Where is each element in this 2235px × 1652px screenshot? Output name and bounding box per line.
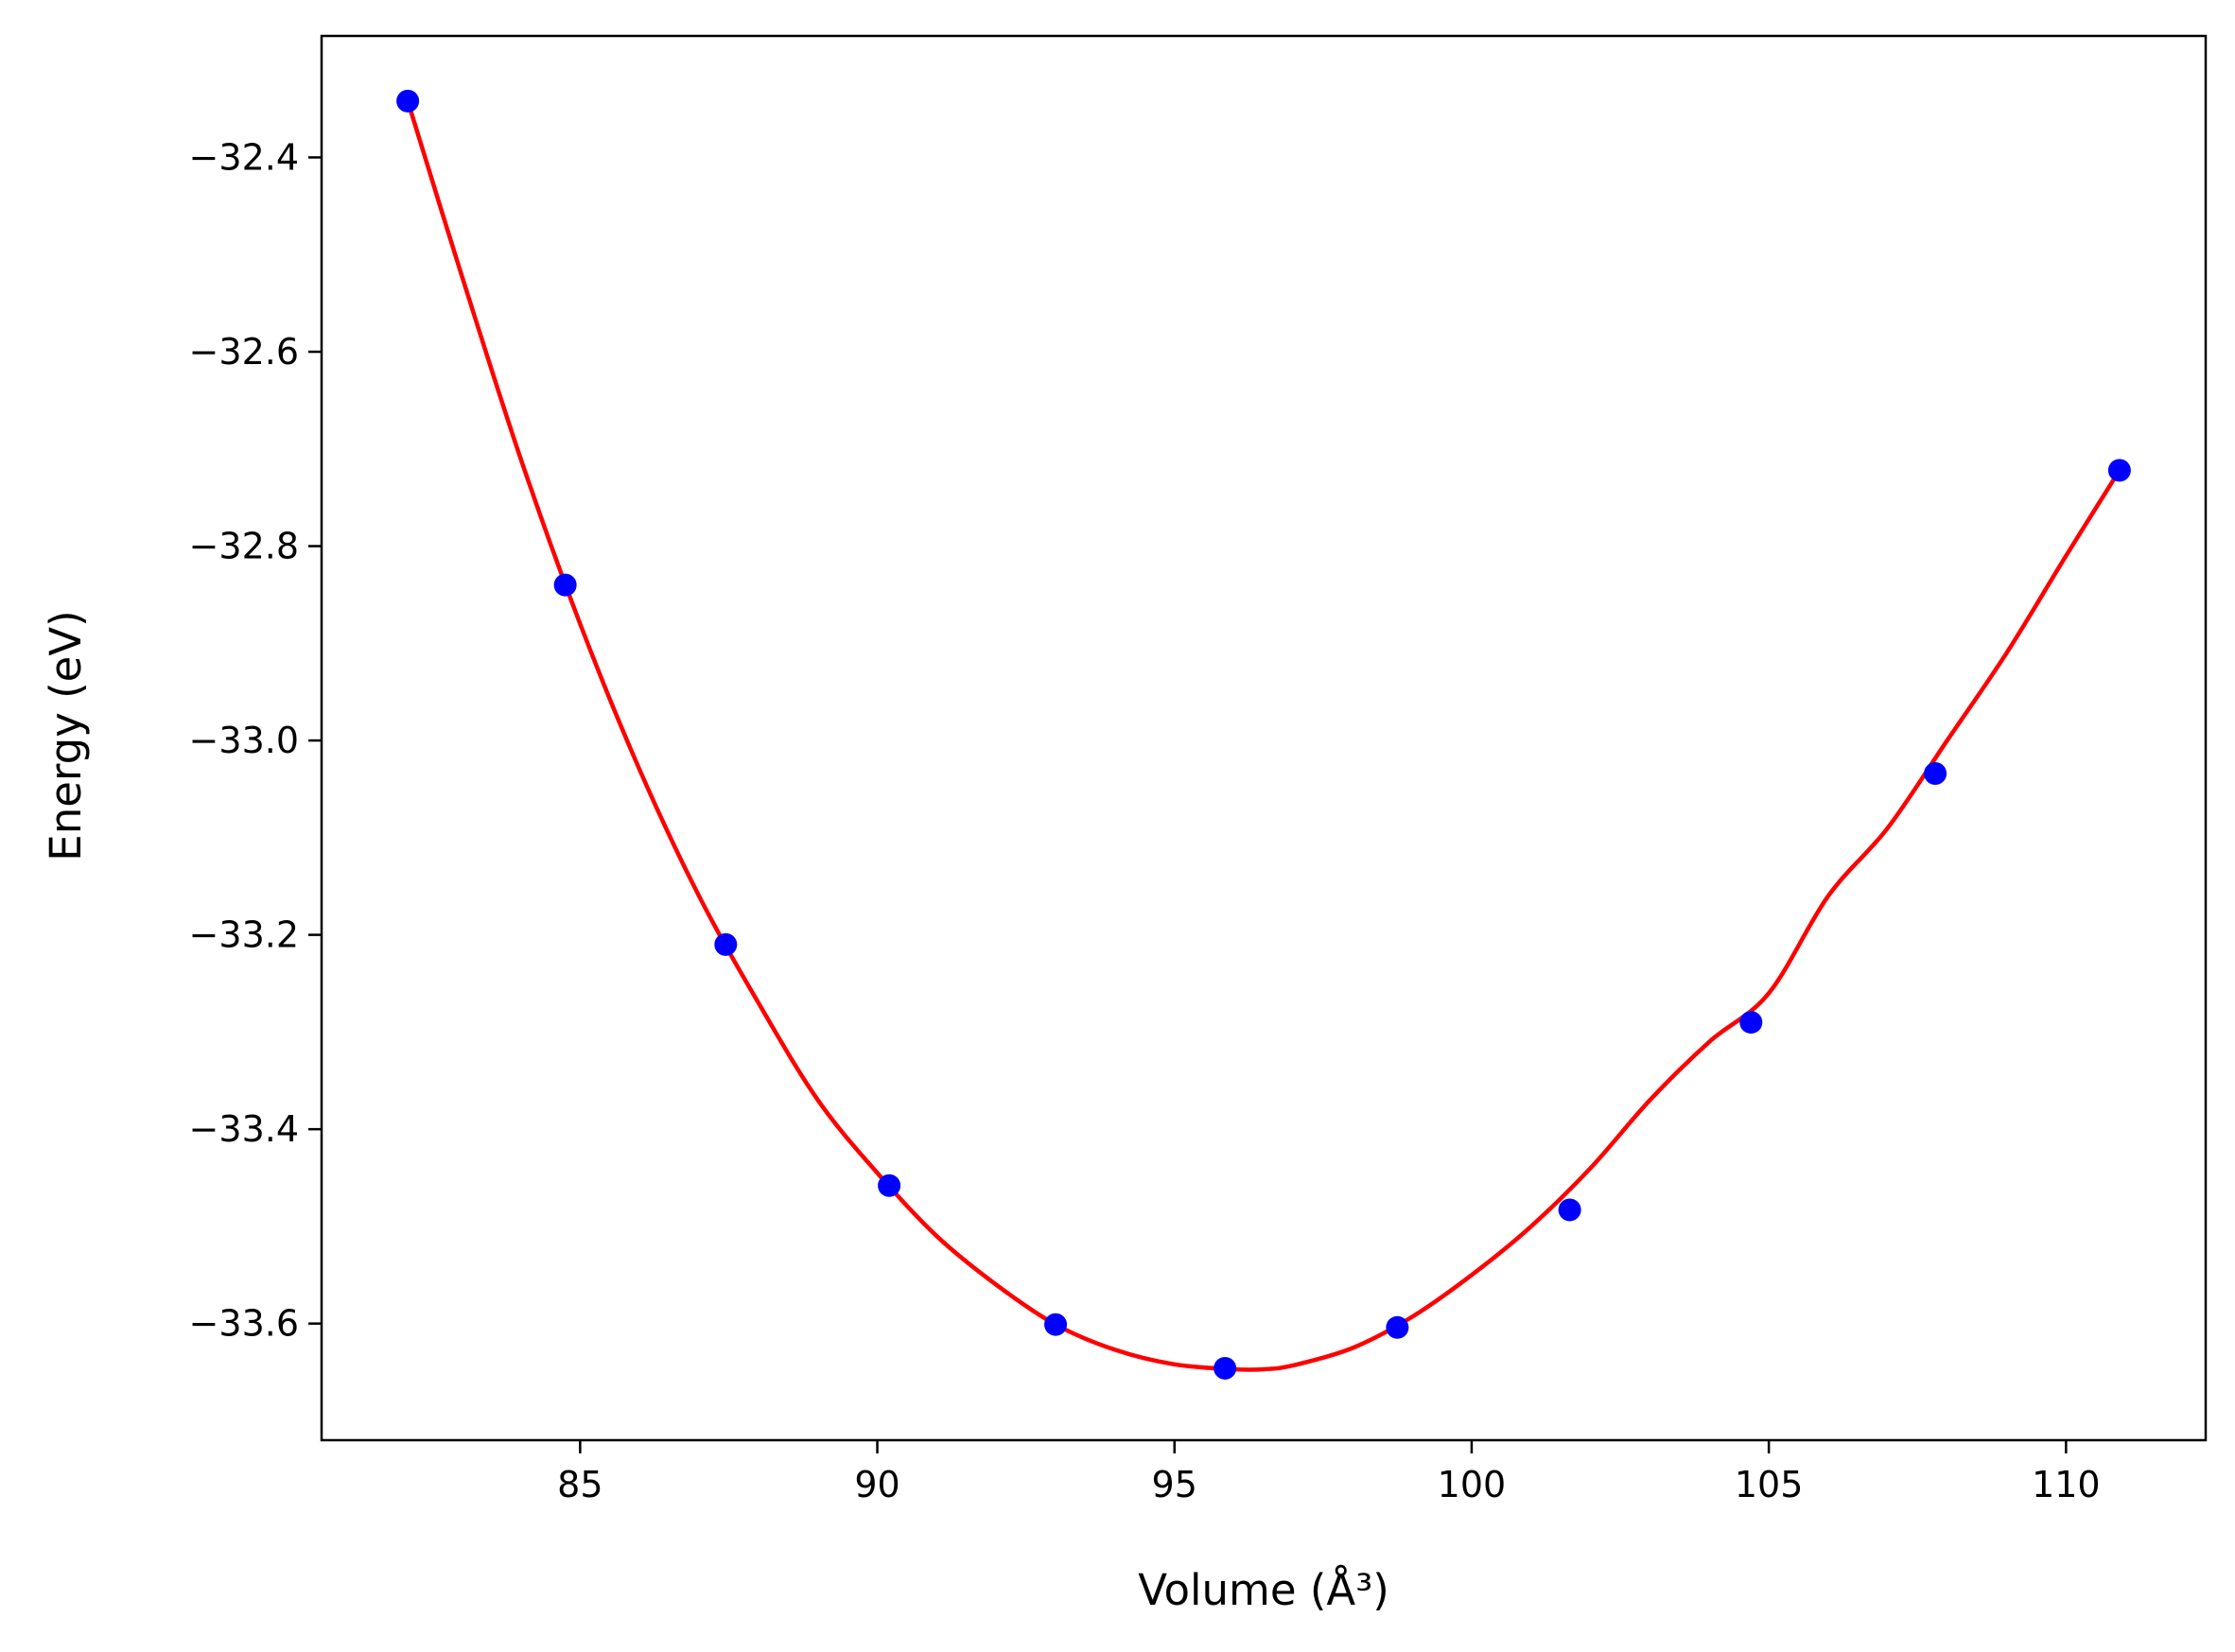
x-tick-label: 100 bbox=[1438, 1464, 1507, 1505]
data-point bbox=[1386, 1315, 1409, 1339]
data-point bbox=[396, 89, 420, 113]
data-point bbox=[2107, 459, 2131, 482]
data-point bbox=[1214, 1356, 1237, 1380]
x-tick-label: 90 bbox=[854, 1464, 899, 1505]
data-point bbox=[1739, 1011, 1763, 1035]
data-point bbox=[878, 1174, 901, 1197]
data-point bbox=[714, 932, 738, 956]
data-points-layer bbox=[396, 89, 2131, 1380]
data-point bbox=[553, 573, 577, 597]
data-point bbox=[1044, 1313, 1068, 1336]
y-tick-label: −33.4 bbox=[189, 1108, 299, 1150]
x-tick-label: 105 bbox=[1735, 1464, 1804, 1505]
y-tick-label: −33.0 bbox=[189, 720, 299, 761]
fit-curve-line bbox=[405, 100, 2122, 1372]
y-tick-label: −33.6 bbox=[189, 1303, 299, 1345]
y-axis-ticks: −32.4 −32.6 −32.8 −33.0 −33.2 −33.4 −33.6 bbox=[189, 136, 322, 1345]
x-axis-title: Volume (Å³) bbox=[1138, 1565, 1389, 1615]
y-axis-title: Energy (eV) bbox=[41, 610, 91, 861]
x-axis-ticks: 85 90 95 100 105 110 bbox=[557, 1440, 2101, 1505]
y-tick-label: −33.2 bbox=[189, 914, 299, 956]
plot-frame bbox=[320, 34, 2208, 1442]
y-tick-label: −32.8 bbox=[189, 526, 299, 567]
fit-curve-layer bbox=[405, 100, 2122, 1372]
x-tick-label: 95 bbox=[1152, 1464, 1197, 1505]
data-point bbox=[1558, 1198, 1581, 1222]
data-point bbox=[1924, 762, 1947, 786]
x-tick-label: 85 bbox=[557, 1464, 602, 1505]
y-tick-label: −32.4 bbox=[189, 136, 299, 178]
x-tick-label: 110 bbox=[2032, 1464, 2101, 1505]
y-tick-label: −32.6 bbox=[189, 331, 299, 373]
